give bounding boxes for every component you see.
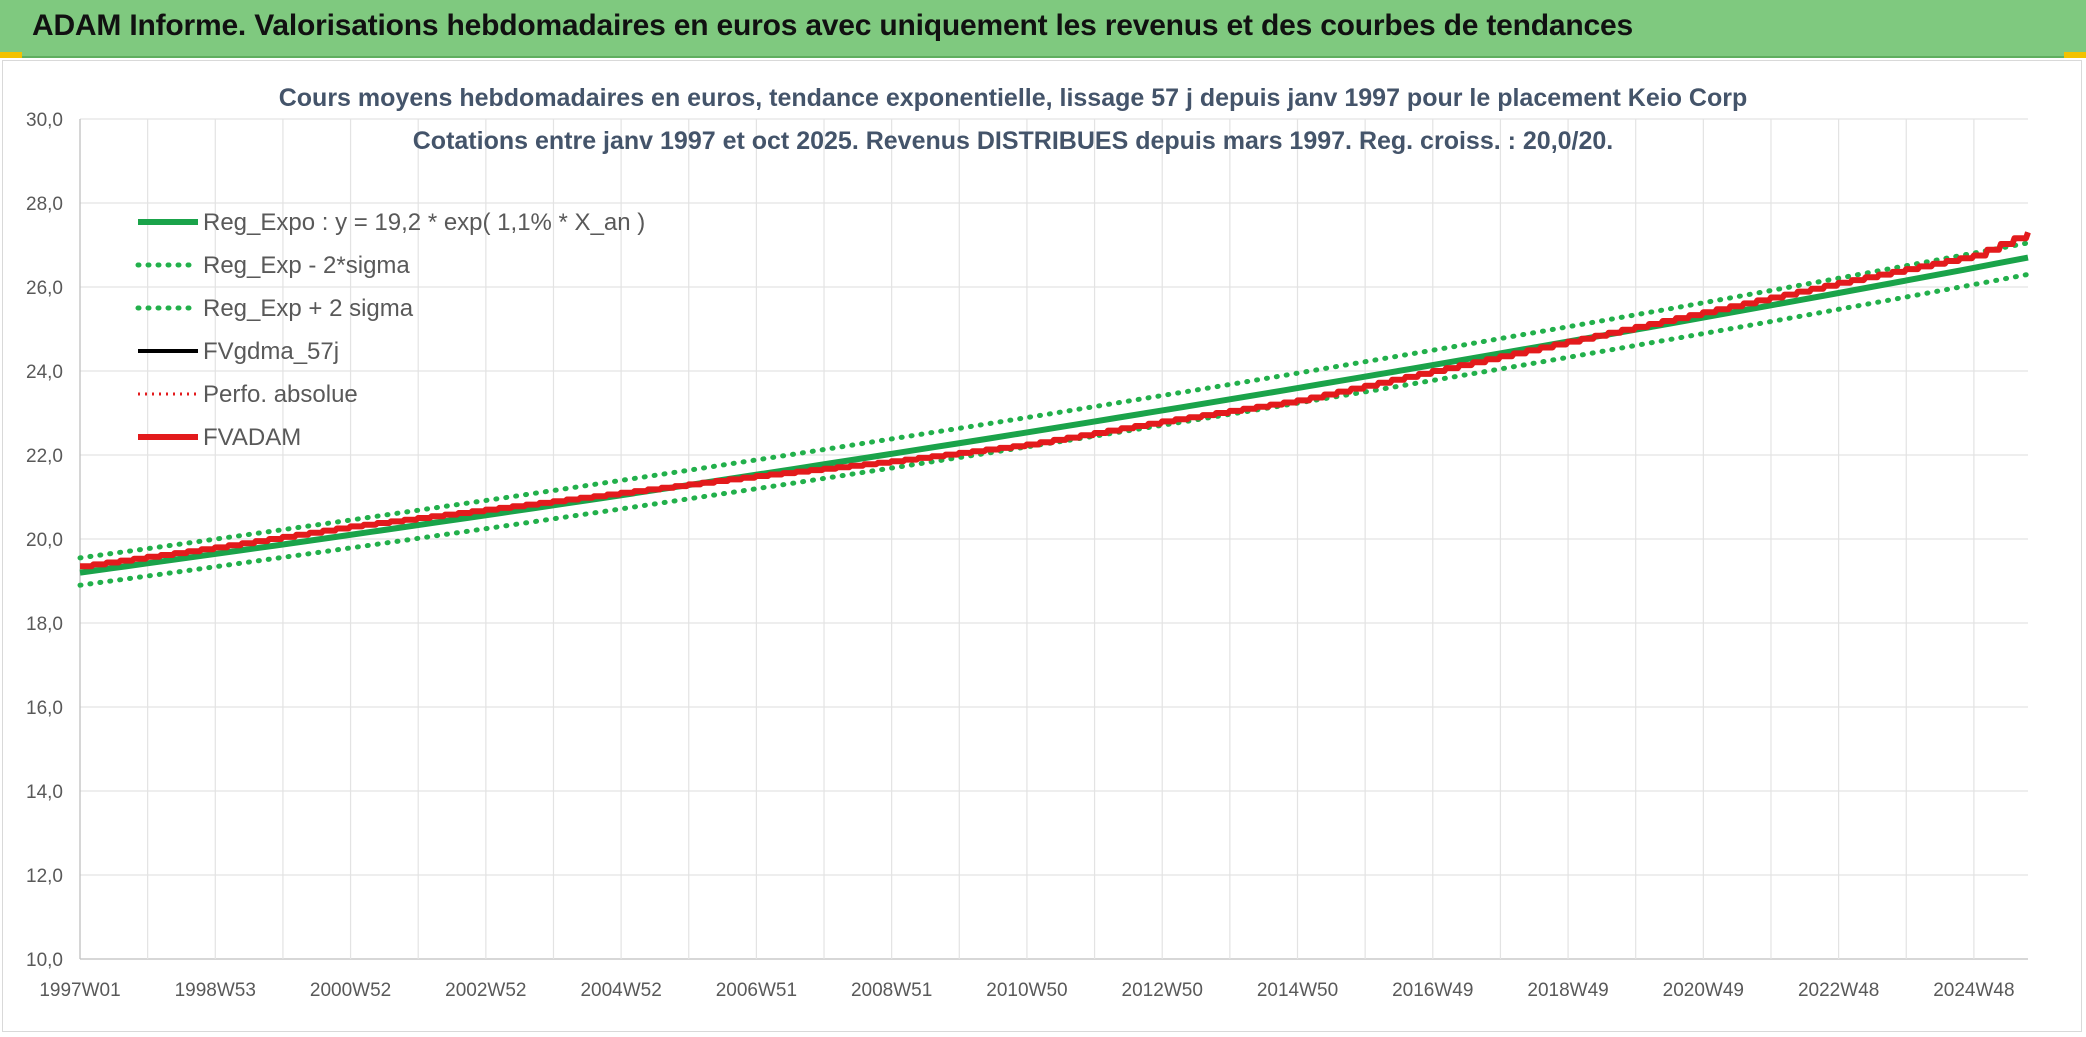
y-tick-label: 18,0 [26,614,63,635]
legend-label: Reg_Exp - 2*sigma [203,252,410,279]
legend-label: Reg_Expo : y = 19,2 * exp( 1,1% * X_an ) [203,209,645,236]
x-tick-label: 2016W49 [1392,980,1473,1001]
x-tick-label: 2024W48 [1933,980,2014,1001]
y-tick-label: 12,0 [26,866,63,887]
y-tick-label: 30,0 [26,110,63,131]
y-tick-label: 14,0 [26,782,63,803]
x-tick-label: 2012W50 [1122,980,1203,1001]
x-tick-label: 2022W48 [1798,980,1879,1001]
x-tick-label: 1997W01 [39,980,120,1001]
grid-lines [79,118,2028,960]
x-tick-label: 2000W52 [310,980,391,1001]
series-lines [77,231,2031,588]
y-tick-label: 24,0 [26,362,63,383]
x-tick-label: 2014W50 [1257,980,1338,1001]
chart-subtitle: Cotations entre janv 1997 et oct 2025. R… [413,127,1614,155]
x-tick-label: 2010W50 [986,980,1067,1001]
series-line-5 [80,231,2031,570]
series-line-0 [79,254,2029,576]
x-axis: 1997W01 1998W53 2000W52 2002W52 2004W52 2006W… [39,980,2014,1001]
y-tick-label: 28,0 [26,194,63,215]
x-tick-label: 2002W52 [445,980,526,1001]
y-tick-label: 16,0 [26,698,63,719]
y-tick-label: 22,0 [26,446,63,467]
y-tick-label: 20,0 [26,530,63,551]
chart-area: 10,0 12,0 14,0 16,0 18,0 20,0 22,0 24,0 26,0 28,0… [2,60,2082,1032]
report-title: ADAM Informe. Valorisations hebdomadaire… [32,9,1633,42]
chart-title: Cours moyens hebdomadaires en euros, ten… [279,84,1748,112]
x-tick-label: 2008W51 [851,980,932,1001]
x-tick-label: 2006W51 [716,980,797,1001]
series-line-1 [77,271,2031,588]
y-axis: 10,0 12,0 14,0 16,0 18,0 20,0 22,0 24,0 26,0 28,0… [26,110,63,971]
legend-label: Perfo. absolue [203,381,358,408]
legend-label: Reg_Exp + 2 sigma [203,295,414,322]
chart-legend: Reg_Expo : y = 19,2 * exp( 1,1% * X_an )… [135,209,645,451]
y-tick-label: 10,0 [26,950,63,971]
series-line-2 [77,240,2031,561]
x-tick-label: 2018W49 [1527,980,1608,1001]
y-tick-label: 26,0 [26,278,63,299]
line-chart: 10,0 12,0 14,0 16,0 18,0 20,0 22,0 24,0 26,0 28,0… [26,84,2031,1001]
series-line-4 [80,231,2030,568]
x-tick-label: 1998W53 [175,980,256,1001]
right-corner-accent [2064,52,2086,58]
legend-label: FVADAM [203,424,301,451]
left-corner-accent [0,52,22,58]
x-tick-label: 2020W49 [1663,980,1744,1001]
legend-label: FVgdma_57j [203,338,339,365]
series-line-3 [80,231,2030,569]
x-tick-label: 2004W52 [580,980,661,1001]
report-banner: ADAM Informe. Valorisations hebdomadaire… [0,0,2086,58]
